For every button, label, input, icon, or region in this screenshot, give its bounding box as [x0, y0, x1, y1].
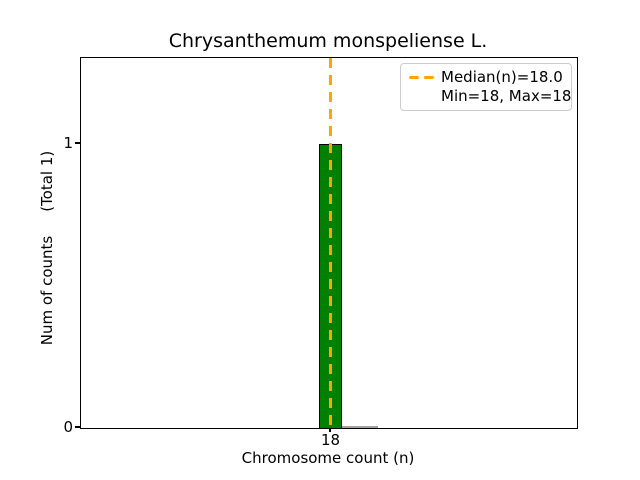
y-tick-mark-0: [75, 426, 80, 428]
legend-label-median: Median(n)=18.0: [441, 68, 563, 86]
y-axis-label-text: Num of counts: [38, 235, 56, 346]
y-axis-label: Num of counts (Total 1): [38, 151, 56, 346]
dashed-line-legend-marker: [409, 76, 434, 79]
legend: Median(n)=18.0 Min=18, Max=18: [400, 63, 572, 111]
legend-dash-icon: [424, 76, 434, 79]
legend-dash-icon: [409, 76, 419, 79]
legend-entry-median: Median(n)=18.0: [409, 68, 565, 87]
x-axis-label: Chromosome count (n): [241, 449, 415, 467]
y-axis-total-text: (Total 1): [38, 150, 56, 212]
plot-area: Median(n)=18.0 Min=18, Max=18: [80, 57, 578, 429]
legend-label-minmax: Min=18, Max=18: [441, 87, 572, 105]
zero-height-bins-edge: [342, 426, 378, 428]
y-tick-mark-1: [75, 142, 80, 144]
x-tick-label-18: 18: [320, 431, 341, 449]
x-tick-mark-18: [329, 428, 331, 432]
median-dashed-line: [329, 58, 332, 428]
y-tick-label-0: 0: [63, 418, 73, 436]
legend-entry-minmax: Min=18, Max=18: [409, 87, 571, 106]
y-tick-label-1: 1: [63, 134, 73, 152]
chart-title: Chrysanthemum monspeliense L.: [168, 30, 488, 52]
